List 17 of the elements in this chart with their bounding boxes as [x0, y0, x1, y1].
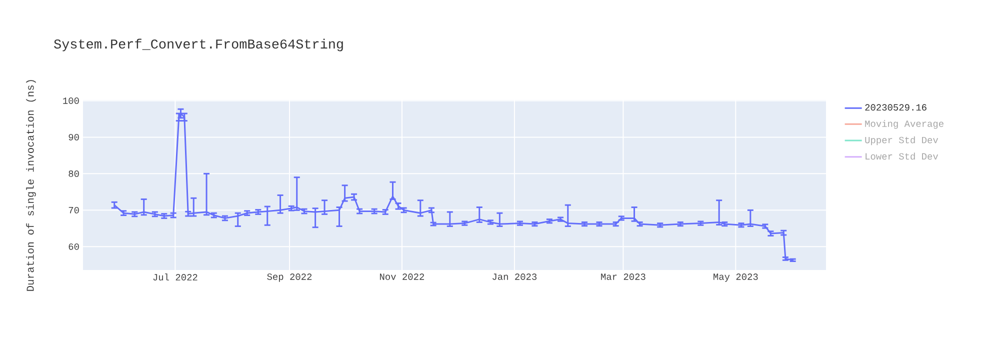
x-tick-label: Jan 2023: [492, 274, 537, 280]
legend-label: Moving Average: [865, 120, 944, 129]
legend-label: Upper Std Dev: [865, 136, 938, 146]
y-axis-title: Duration of single invocation (ns): [26, 80, 36, 291]
legend-label: 20230529.16: [865, 104, 926, 111]
x-tick-label: Nov 2022: [380, 274, 424, 280]
y-tick-label: 90: [68, 134, 79, 140]
x-tick-label: Sep 2022: [267, 274, 312, 282]
legend-label: Lower Std Dev: [866, 152, 938, 160]
y-tick-label: 100: [63, 98, 79, 104]
x-tick-label: May 2023: [714, 274, 758, 282]
chart-title: System.Perf_Convert.FromBase64String: [54, 38, 343, 52]
y-tick-label: 60: [68, 243, 79, 250]
x-tick-label: Mar 2023: [601, 274, 646, 280]
x-tick-label: Jul 2022: [153, 274, 198, 280]
y-tick-label: 70: [68, 206, 79, 214]
y-tick-label: 80: [68, 170, 79, 177]
